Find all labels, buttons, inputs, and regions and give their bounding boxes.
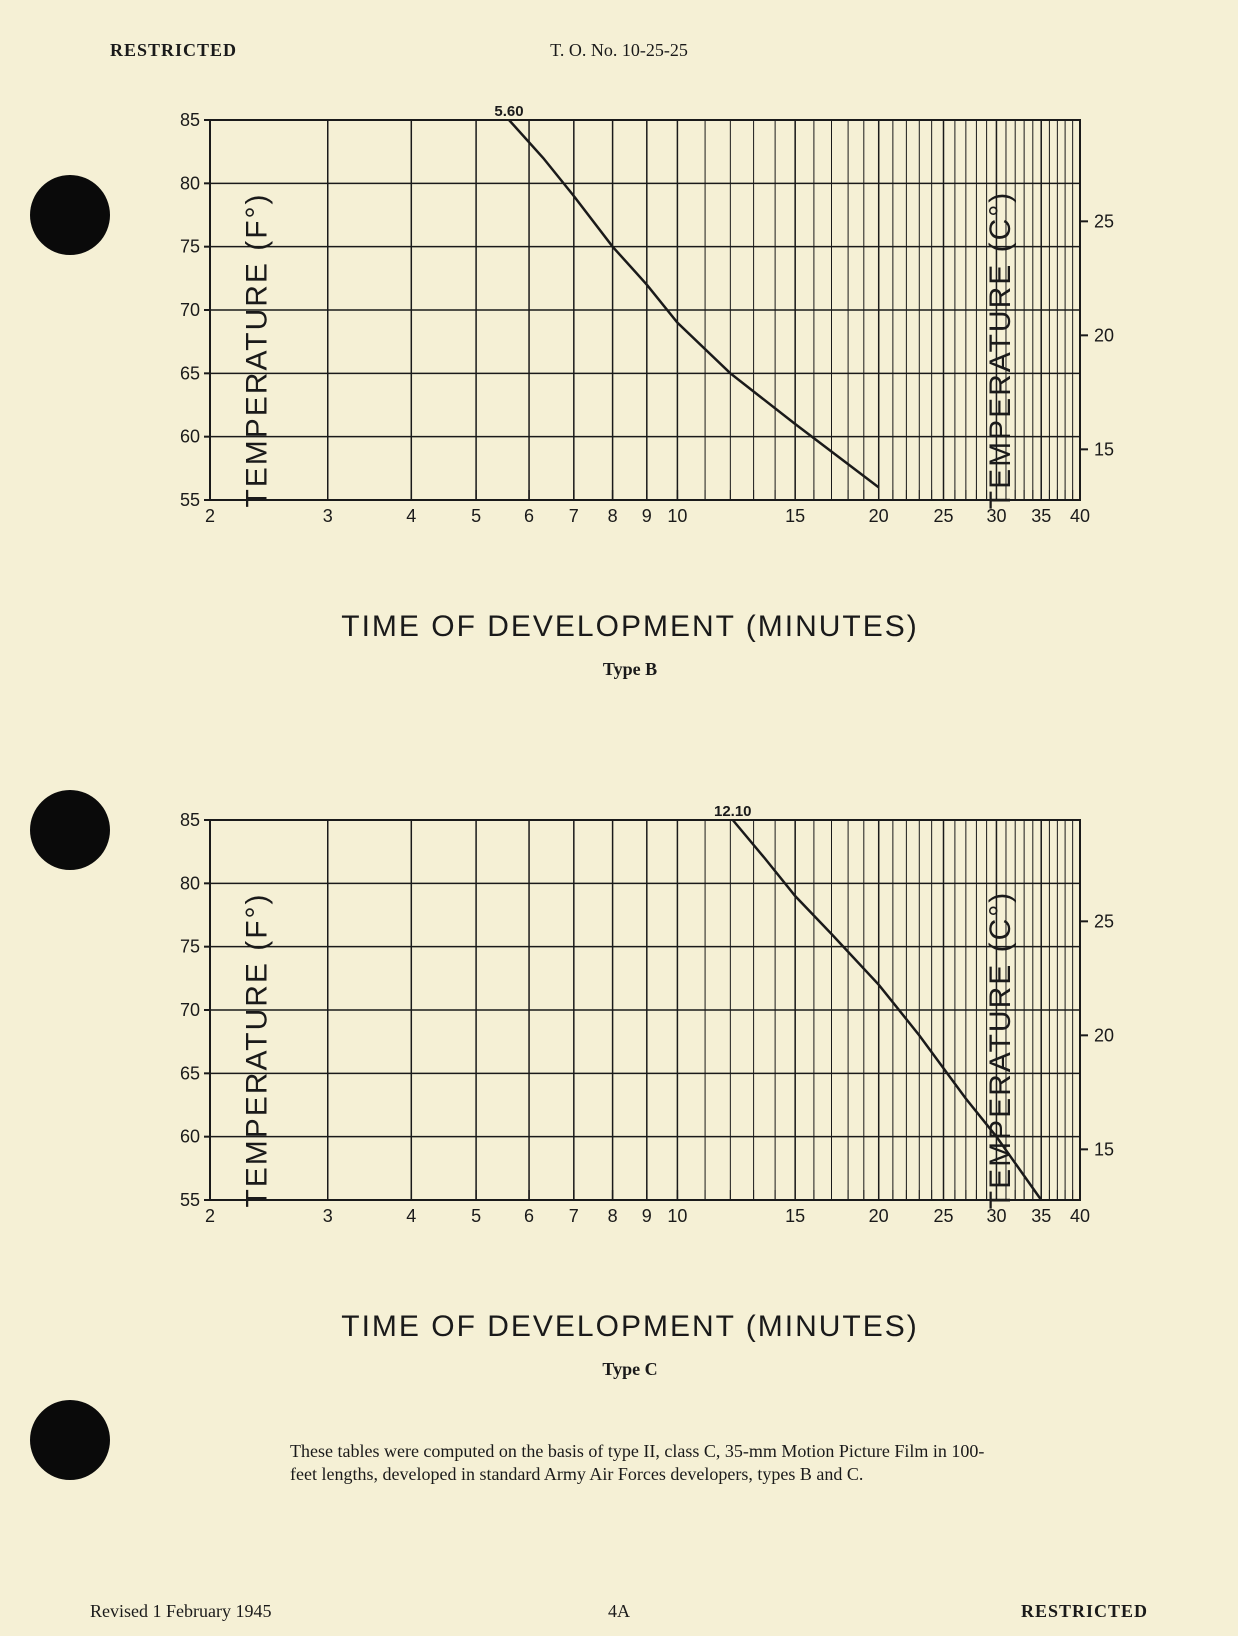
svg-text:20: 20 [1094,1025,1114,1045]
svg-text:4: 4 [406,506,416,526]
svg-text:8: 8 [608,1206,618,1226]
svg-text:40: 40 [1070,506,1090,526]
svg-text:55: 55 [180,1190,200,1210]
svg-text:2: 2 [205,1206,215,1226]
svg-text:60: 60 [180,1127,200,1147]
svg-text:6: 6 [524,1206,534,1226]
svg-text:65: 65 [180,363,200,383]
svg-text:5: 5 [471,506,481,526]
svg-text:35: 35 [1031,1206,1051,1226]
chart1-ylabel-right: TEMPERATURE (C°) [984,191,1018,509]
svg-text:85: 85 [180,110,200,130]
header-classification: RESTRICTED [110,40,237,61]
svg-text:9: 9 [642,506,652,526]
svg-text:70: 70 [180,300,200,320]
svg-text:20: 20 [869,1206,889,1226]
punch-hole [30,1400,110,1480]
svg-text:8: 8 [608,506,618,526]
svg-text:75: 75 [180,937,200,957]
svg-text:5.60: 5.60 [494,103,523,120]
svg-text:15: 15 [785,506,805,526]
svg-text:15: 15 [1094,1139,1114,1159]
chart-type-b: TEMPERATURE (F°) TEMPERATURE (C°) 556065… [80,100,1180,680]
svg-text:20: 20 [1094,325,1114,345]
svg-text:7: 7 [569,1206,579,1226]
svg-text:10: 10 [667,506,687,526]
svg-text:9: 9 [642,1206,652,1226]
svg-text:35: 35 [1031,506,1051,526]
chart2-xlabel: TIME OF DEVELOPMENT (MINUTES) [80,1310,1180,1344]
svg-text:4: 4 [406,1206,416,1226]
svg-text:25: 25 [933,1206,953,1226]
chart2-subtitle: Type C [80,1359,1180,1380]
footer-page-number: 4A [608,1601,630,1622]
svg-text:25: 25 [933,506,953,526]
svg-text:65: 65 [180,1063,200,1083]
svg-text:3: 3 [323,506,333,526]
svg-text:60: 60 [180,427,200,447]
chart2-ylabel-right: TEMPERATURE (C°) [984,891,1018,1209]
svg-text:25: 25 [1094,211,1114,231]
svg-text:70: 70 [180,1000,200,1020]
svg-text:80: 80 [180,173,200,193]
svg-text:85: 85 [180,810,200,830]
chart1-subtitle: Type B [80,659,1180,680]
svg-text:40: 40 [1070,1206,1090,1226]
svg-text:10: 10 [667,1206,687,1226]
chart1-xlabel: TIME OF DEVELOPMENT (MINUTES) [80,610,1180,644]
footer-revision-date: Revised 1 February 1945 [90,1601,271,1622]
svg-text:15: 15 [1094,439,1114,459]
header-doc-number: T. O. No. 10-25-25 [550,40,688,61]
svg-text:20: 20 [869,506,889,526]
chart-type-c: TEMPERATURE (F°) TEMPERATURE (C°) 556065… [80,800,1180,1380]
svg-text:6: 6 [524,506,534,526]
svg-text:25: 25 [1094,911,1114,931]
svg-text:3: 3 [323,1206,333,1226]
document-page: RESTRICTED T. O. No. 10-25-25 TEMPERATUR… [0,0,1238,1636]
svg-text:7: 7 [569,506,579,526]
footnote-text: These tables were computed on the basis … [290,1440,1010,1487]
svg-text:12.10: 12.10 [714,803,752,820]
svg-text:5: 5 [471,1206,481,1226]
chart2-ylabel-left: TEMPERATURE (F°) [241,892,275,1207]
footer-classification: RESTRICTED [1021,1601,1148,1622]
svg-text:55: 55 [180,490,200,510]
svg-text:80: 80 [180,873,200,893]
chart1-ylabel-left: TEMPERATURE (F°) [241,192,275,507]
svg-text:75: 75 [180,237,200,257]
svg-text:15: 15 [785,1206,805,1226]
svg-text:2: 2 [205,506,215,526]
